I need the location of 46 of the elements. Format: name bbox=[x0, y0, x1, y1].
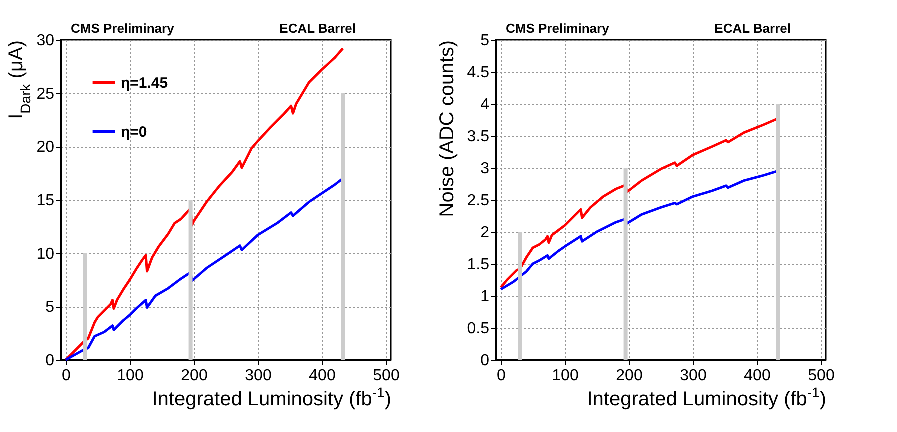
x-tick-label: 200 bbox=[181, 368, 208, 384]
bar bbox=[341, 93, 346, 360]
y-tick-label: 2 bbox=[480, 224, 490, 242]
text: ECAL Barrel bbox=[714, 21, 791, 36]
x-axis-title: Integrated Luminosity (fb$^{-1}$) bbox=[152, 384, 392, 410]
x-tick-label: 400 bbox=[744, 368, 771, 384]
bar bbox=[776, 104, 780, 360]
y-tick-label: 0 bbox=[46, 352, 55, 370]
y-tick-label: 4.5 bbox=[467, 64, 490, 82]
bar bbox=[624, 168, 628, 360]
text: CMS Preliminary bbox=[506, 21, 610, 36]
x-tick-label: 400 bbox=[309, 368, 336, 384]
y-tick-label: 0 bbox=[480, 352, 490, 370]
x-tick-label: 100 bbox=[552, 368, 579, 384]
y-tick-label: 5 bbox=[46, 299, 55, 316]
bar bbox=[518, 232, 522, 360]
x-tick-label: 100 bbox=[117, 368, 144, 384]
y-tick-label: 2.5 bbox=[467, 192, 490, 210]
y-tick-label: 30 bbox=[36, 32, 55, 50]
x-tick-label: 300 bbox=[245, 368, 272, 384]
x-tick-label: 300 bbox=[680, 368, 707, 384]
legend-label: η=0 bbox=[121, 124, 148, 141]
y-tick-label: 10 bbox=[36, 246, 55, 263]
y-tick-label: 3 bbox=[480, 160, 490, 178]
y-tick-label: 25 bbox=[36, 86, 55, 103]
y-tick-label: 5 bbox=[480, 32, 490, 50]
y-tick-label: 3.5 bbox=[467, 128, 490, 146]
x-tick-label: 200 bbox=[616, 368, 643, 384]
text: ECAL Barrel bbox=[280, 21, 356, 36]
bar bbox=[188, 200, 193, 360]
y-tick-label: 1.5 bbox=[467, 256, 490, 274]
y-axis-title: Noise (ADC counts) bbox=[436, 40, 458, 218]
y-tick-label: 15 bbox=[36, 192, 55, 210]
text: CMS Preliminary bbox=[71, 21, 176, 36]
x-axis-title: Integrated Luminosity (fb$^{-1}$) bbox=[587, 384, 826, 410]
x-tick-label: 500 bbox=[808, 368, 835, 384]
y-tick-label: 1 bbox=[480, 288, 490, 306]
x-tick-label: 500 bbox=[373, 368, 400, 384]
line-series bbox=[64, 47, 344, 362]
x-tick-label: 0 bbox=[497, 368, 506, 384]
bar bbox=[83, 253, 88, 360]
x-tick-label: 0 bbox=[62, 368, 72, 384]
y-tick-label: 20 bbox=[36, 139, 55, 156]
y-tick-label: 0.5 bbox=[467, 320, 490, 338]
y-tick-label: 4 bbox=[480, 96, 490, 114]
legend-label: η=1.45 bbox=[121, 75, 168, 92]
